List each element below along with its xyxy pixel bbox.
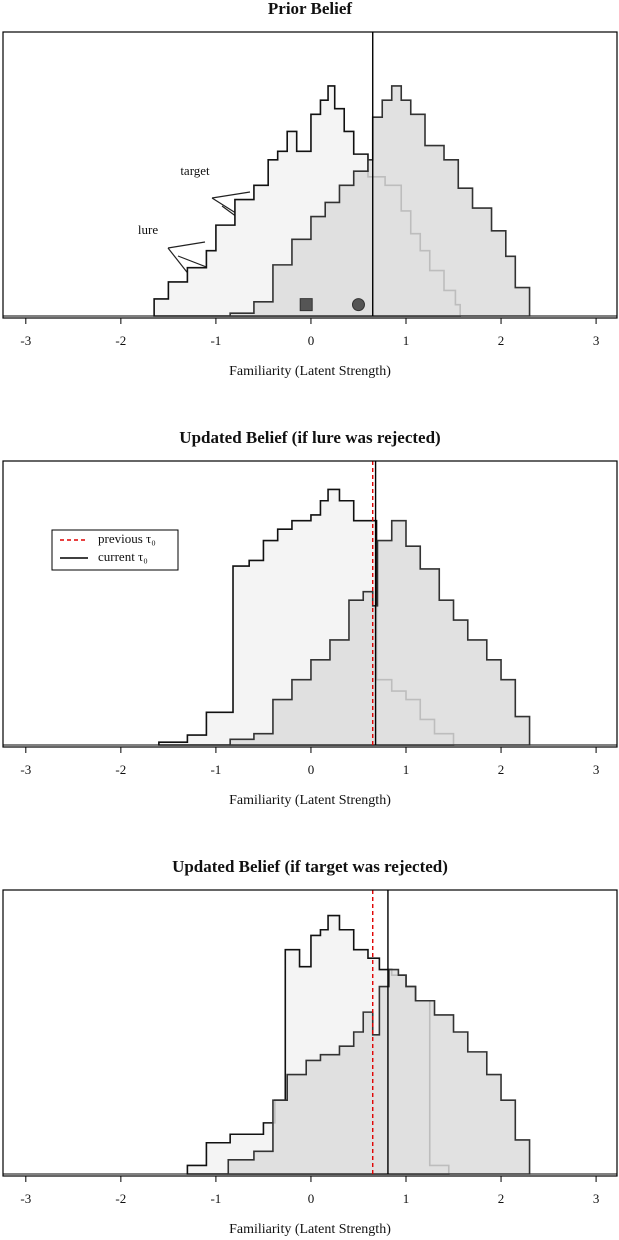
x-tick-label: -1 xyxy=(210,1191,221,1206)
x-tick-label: -2 xyxy=(115,762,126,777)
pointer xyxy=(167,241,206,249)
x-tick-label: -1 xyxy=(210,333,221,348)
x-tick-label: -1 xyxy=(210,762,221,777)
annotation: target xyxy=(180,163,210,178)
legend-label: current τ₀ xyxy=(98,549,148,564)
x-tick-label: 1 xyxy=(403,333,410,348)
pointer xyxy=(167,247,191,277)
x-tick-label: 0 xyxy=(308,1191,315,1206)
chart-title: Prior Belief xyxy=(268,0,353,18)
x-tick-label: 3 xyxy=(593,333,600,348)
legend-box xyxy=(51,529,179,571)
x-tick-label: 3 xyxy=(593,762,600,777)
chart-title: Updated Belief (if target was rejected) xyxy=(172,857,448,876)
plot-frame xyxy=(2,31,618,319)
x-tick-label: 2 xyxy=(498,762,505,777)
x-tick-label: -3 xyxy=(20,762,31,777)
x-tick-label: -2 xyxy=(115,1191,126,1206)
density-step xyxy=(229,85,531,317)
annotation: lure xyxy=(138,222,158,237)
density-step xyxy=(227,968,531,1175)
chart-title: Updated Belief (if lure was rejected) xyxy=(179,428,440,447)
x-tick-label: 2 xyxy=(498,333,505,348)
plot-frame xyxy=(2,460,618,748)
x-axis-label: Familiarity (Latent Strength) xyxy=(229,364,391,379)
x-tick-label: 2 xyxy=(498,1191,505,1206)
density-step xyxy=(229,519,531,746)
x-axis-label: Familiarity (Latent Strength) xyxy=(229,793,391,808)
x-tick-label: 1 xyxy=(403,762,410,777)
pointer xyxy=(211,191,251,199)
legend-label: previous τ₀ xyxy=(98,531,156,546)
x-tick-label: 3 xyxy=(593,1191,600,1206)
point xyxy=(299,298,313,312)
x-tick-label: -3 xyxy=(20,333,31,348)
x-tick-label: -2 xyxy=(115,333,126,348)
x-axis-label: Familiarity (Latent Strength) xyxy=(229,1222,391,1237)
x-tick-label: 1 xyxy=(403,1191,410,1206)
x-tick-label: -3 xyxy=(20,1191,31,1206)
x-tick-label: 0 xyxy=(308,333,315,348)
x-tick-label: 0 xyxy=(308,762,315,777)
plot-frame xyxy=(2,889,618,1177)
point xyxy=(351,298,365,312)
